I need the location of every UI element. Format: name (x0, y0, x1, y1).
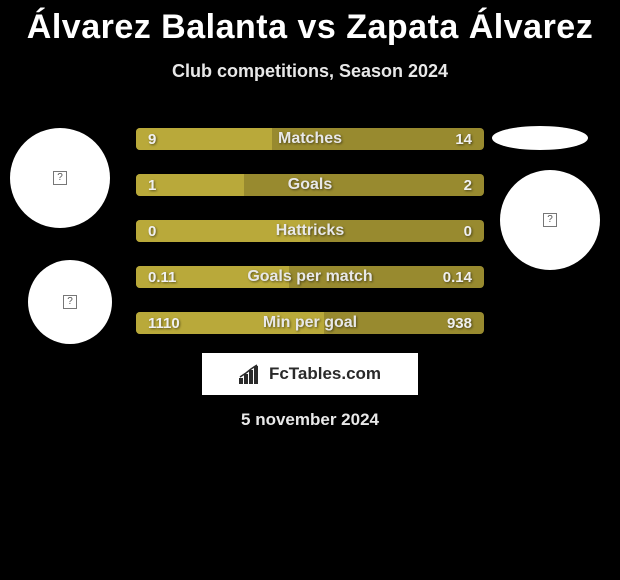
footer-date: 5 november 2024 (0, 410, 620, 430)
bars-icon (239, 364, 263, 384)
image-placeholder-icon: ? (63, 295, 77, 309)
stat-label: Goals (136, 176, 484, 194)
stat-label: Min per goal (136, 314, 484, 332)
stat-row: 1 Goals 2 (136, 174, 484, 196)
stat-right-value: 0 (464, 223, 472, 240)
stat-label: Hattricks (136, 222, 484, 240)
page-subtitle: Club competitions, Season 2024 (0, 61, 620, 82)
player-left-avatar: ? (10, 128, 110, 228)
stat-row: 0.11 Goals per match 0.14 (136, 266, 484, 288)
stats-container: 9 Matches 14 1 Goals 2 0 Hattricks 0 0.1… (136, 128, 484, 358)
player-right-shadow (492, 126, 588, 150)
stat-row: 9 Matches 14 (136, 128, 484, 150)
watermark: FcTables.com (202, 353, 418, 395)
player-right-avatar: ? (500, 170, 600, 270)
image-placeholder-icon: ? (543, 213, 557, 227)
stat-right-value: 938 (447, 315, 472, 332)
stat-row: 1110 Min per goal 938 (136, 312, 484, 334)
stat-right-value: 0.14 (443, 269, 472, 286)
player-left-badge: ? (28, 260, 112, 344)
watermark-text: FcTables.com (269, 364, 381, 384)
stat-right-value: 14 (455, 131, 472, 148)
stat-right-value: 2 (464, 177, 472, 194)
image-placeholder-icon: ? (53, 171, 67, 185)
stat-row: 0 Hattricks 0 (136, 220, 484, 242)
stat-label: Goals per match (136, 268, 484, 286)
stat-label: Matches (136, 130, 484, 148)
page-title: Álvarez Balanta vs Zapata Álvarez (0, 0, 620, 47)
